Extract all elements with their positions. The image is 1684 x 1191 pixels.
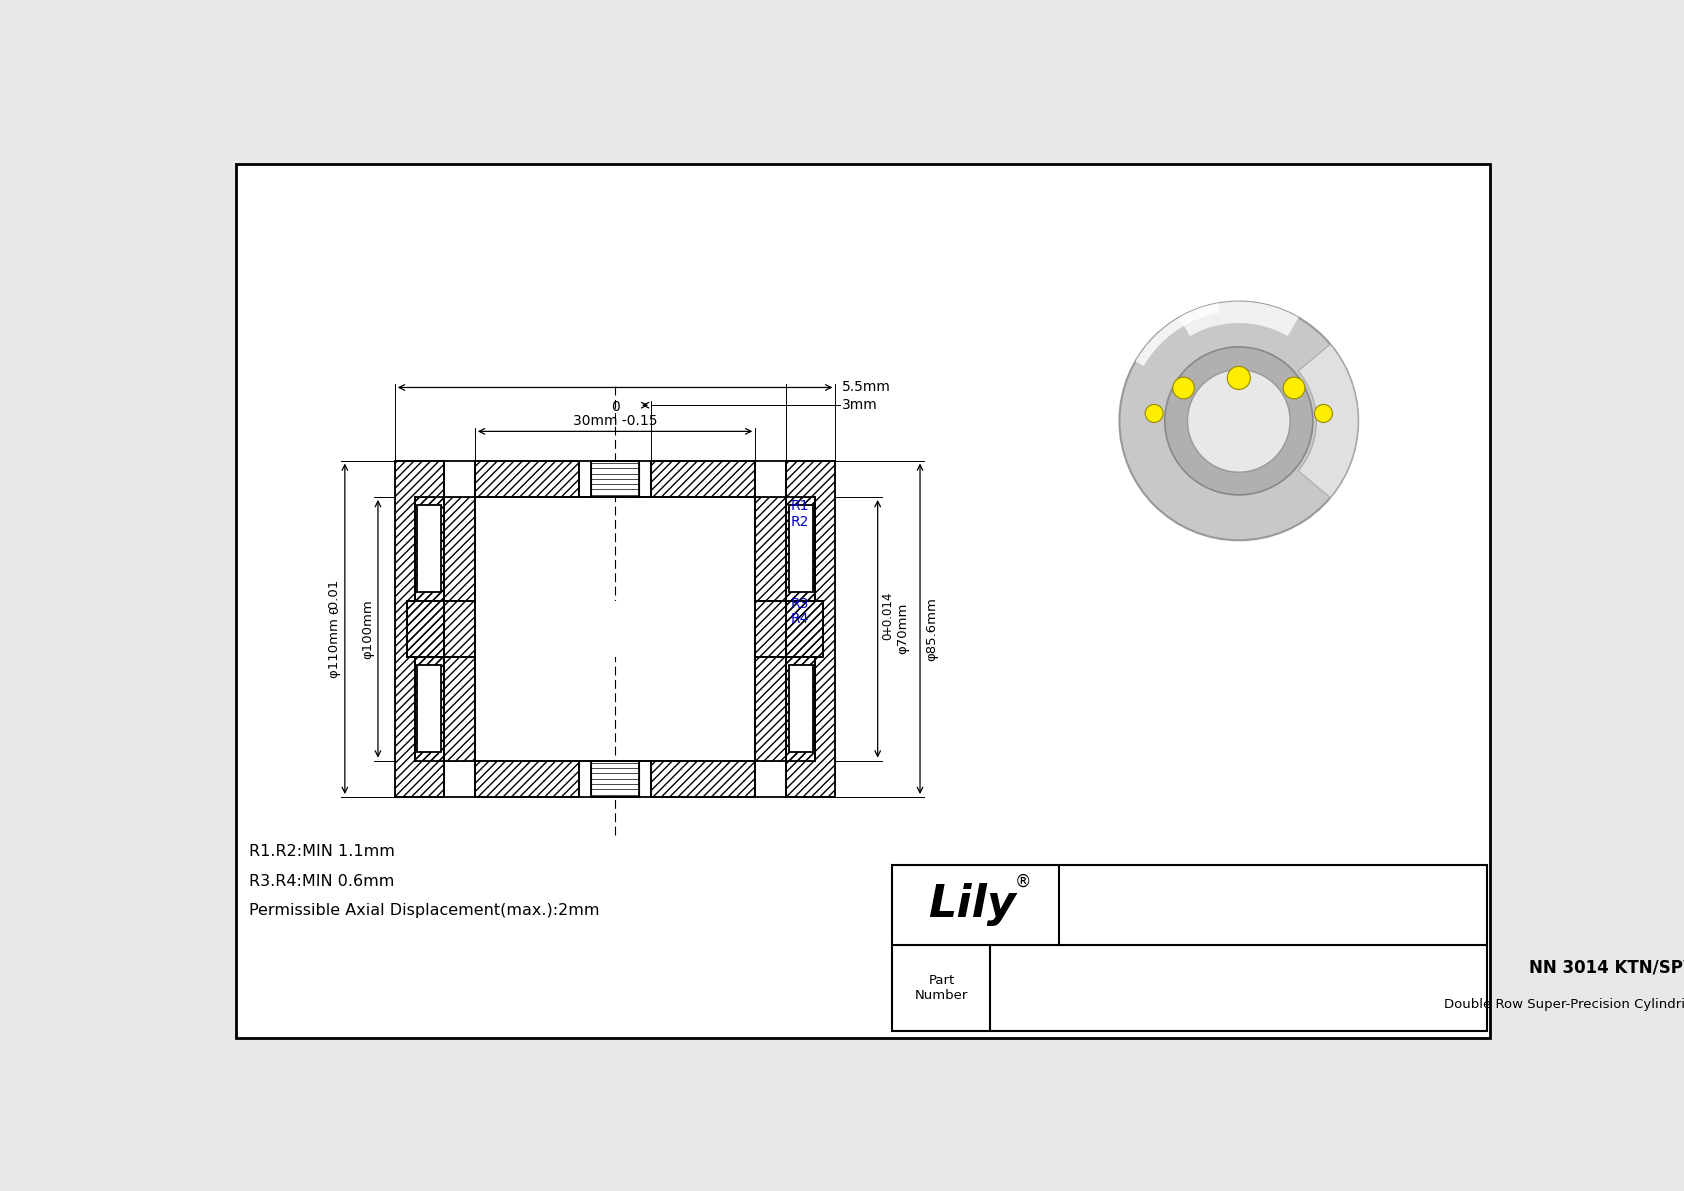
Polygon shape xyxy=(591,761,640,797)
Polygon shape xyxy=(475,461,579,497)
Circle shape xyxy=(1315,405,1332,423)
Polygon shape xyxy=(414,497,475,600)
Polygon shape xyxy=(408,600,475,656)
Polygon shape xyxy=(786,461,835,797)
Text: R4: R4 xyxy=(790,612,808,626)
Circle shape xyxy=(1187,369,1290,472)
Text: 0: 0 xyxy=(328,605,342,613)
Text: Part
Number: Part Number xyxy=(914,974,968,1002)
Text: R2: R2 xyxy=(790,515,808,529)
Text: 3mm: 3mm xyxy=(842,398,877,412)
Wedge shape xyxy=(1135,304,1219,366)
Polygon shape xyxy=(414,656,475,761)
Polygon shape xyxy=(788,505,813,592)
Polygon shape xyxy=(754,656,815,761)
Polygon shape xyxy=(591,461,640,497)
Text: R3.R4:MIN 0.6mm: R3.R4:MIN 0.6mm xyxy=(249,874,394,888)
Polygon shape xyxy=(418,665,441,753)
Polygon shape xyxy=(475,761,579,797)
Polygon shape xyxy=(754,497,815,600)
Text: NN 3014 KTN/SPW33: NN 3014 KTN/SPW33 xyxy=(1529,959,1684,977)
Polygon shape xyxy=(475,600,754,656)
Text: 5.5mm: 5.5mm xyxy=(842,380,891,394)
Polygon shape xyxy=(394,461,445,797)
Text: R1: R1 xyxy=(790,499,808,513)
Polygon shape xyxy=(418,505,441,592)
Text: Lily: Lily xyxy=(928,884,1015,927)
Polygon shape xyxy=(788,665,813,753)
Text: R3: R3 xyxy=(790,597,808,611)
Text: R1.R2:MIN 1.1mm: R1.R2:MIN 1.1mm xyxy=(249,844,396,860)
Circle shape xyxy=(1145,405,1164,423)
Text: 0: 0 xyxy=(881,632,894,641)
Text: φ70mm: φ70mm xyxy=(896,603,909,655)
Wedge shape xyxy=(1298,344,1359,498)
Bar xyxy=(893,865,1487,1030)
Text: 0: 0 xyxy=(611,400,620,414)
Text: 30mm -0.15: 30mm -0.15 xyxy=(573,414,657,429)
Circle shape xyxy=(1120,301,1359,541)
Circle shape xyxy=(1165,347,1314,495)
Polygon shape xyxy=(652,761,754,797)
Text: ®: ® xyxy=(1015,873,1032,891)
Text: +0.014: +0.014 xyxy=(881,591,894,634)
Circle shape xyxy=(1172,378,1194,399)
Circle shape xyxy=(1283,378,1305,399)
Text: Double Row Super-Precision Cylindrical Roller Bearings: Double Row Super-Precision Cylindrical R… xyxy=(1445,998,1684,1011)
Polygon shape xyxy=(786,497,815,600)
Polygon shape xyxy=(414,656,445,761)
Polygon shape xyxy=(652,461,754,497)
Text: φ85.6mm: φ85.6mm xyxy=(925,597,938,661)
Polygon shape xyxy=(414,497,445,600)
Text: Permissible Axial Displacement(max.):2mm: Permissible Axial Displacement(max.):2mm xyxy=(249,903,600,918)
Wedge shape xyxy=(1179,301,1298,336)
Circle shape xyxy=(1228,367,1250,389)
Text: φ100mm: φ100mm xyxy=(362,599,374,659)
Text: φ110mm -0.01: φ110mm -0.01 xyxy=(328,580,342,678)
Polygon shape xyxy=(786,656,815,761)
Polygon shape xyxy=(754,600,823,656)
